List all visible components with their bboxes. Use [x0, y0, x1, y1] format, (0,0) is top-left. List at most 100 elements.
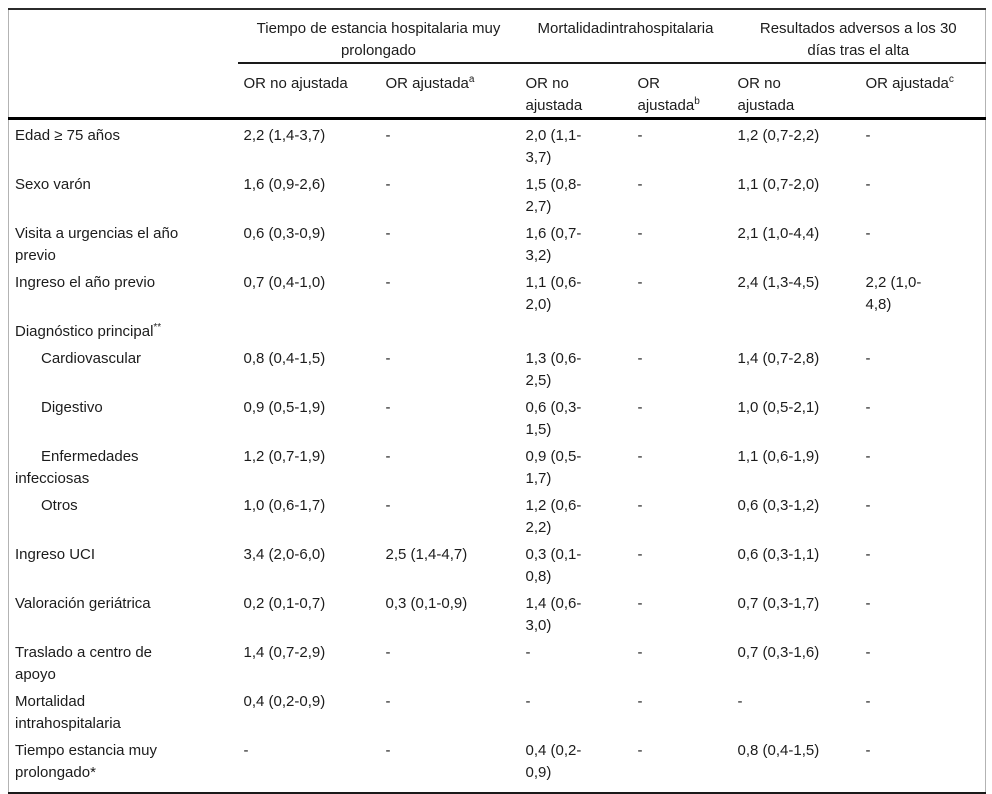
- or-value-cell: 1,1 (0,6-1,9): [737, 448, 820, 465]
- column-group-row: Tiempo de estancia hospitalaria muy prol…: [8, 9, 986, 120]
- or-value-cell: 0,3 (0,1-0,9): [385, 595, 468, 612]
- or-value-cell: 1,0 (0,6-1,7): [243, 497, 326, 514]
- or-value-cell: 1,6 (0,9-2,6): [243, 176, 326, 193]
- or-value-cell: -: [865, 399, 871, 416]
- or-value-cell: -: [637, 546, 643, 563]
- or-value-cell: 0,8 (0,4-1,5): [243, 350, 326, 367]
- table-row: Mortalidad intrahospitalaria 0,4 (0,2-0,9…: [9, 686, 986, 735]
- sub-header-row: OR no ajustada OR ajustadaa OR no ajusta…: [9, 63, 986, 120]
- or-value-cell: -: [637, 693, 643, 710]
- table-row: Digestivo 0,9 (0,5-1,9) - 0,6 (0,3- 1,5) - 1,…: [9, 392, 986, 441]
- footnote-marker-c: c: [948, 74, 954, 85]
- or-value-cell: 0,6 (0,3-1,1): [737, 546, 820, 563]
- col-header-or-ajustada-a: OR ajustadaa: [379, 63, 520, 120]
- or-value-cell: -: [865, 693, 871, 710]
- table-row: Enfermedades infecciosas 1,2 (0,7-1,9) - 0,…: [9, 441, 986, 490]
- or-value-cell: 0,9 (0,5-1,9): [243, 399, 326, 416]
- or-value-cell: -: [737, 693, 743, 710]
- or-value-cell: 3,4 (2,0-6,0): [243, 546, 326, 563]
- or-value-cell: 1,0 (0,5-2,1): [737, 399, 820, 416]
- table-row: Diagnóstico principal**: [9, 316, 986, 343]
- row-label: Diagnóstico principal**: [15, 322, 162, 341]
- row-label: Mortalidad intrahospitalaria: [15, 693, 121, 732]
- or-value-cell: -: [865, 127, 871, 144]
- col-header-or-no-ajustada-1: OR no ajustada: [237, 63, 380, 120]
- or-value-cell: -: [637, 448, 643, 465]
- footnote-marker-a: a: [468, 74, 475, 85]
- or-value-cell: -: [637, 399, 643, 416]
- or-value-cell: 0,7 (0,4-1,0): [243, 274, 326, 291]
- or-value-cell: 1,3 (0,6- 2,5): [525, 350, 582, 389]
- or-value-cell: -: [865, 497, 871, 514]
- or-value-cell: 0,2 (0,1-0,7): [243, 595, 326, 612]
- or-value-cell: -: [385, 693, 391, 710]
- or-value-cell: 0,6 (0,3-0,9): [243, 225, 326, 242]
- or-value-cell: 1,4 (0,7-2,9): [243, 644, 326, 661]
- table-row: Cardiovascular 0,8 (0,4-1,5) - 1,3 (0,6- 2,…: [9, 343, 986, 392]
- table-row: Ingreso UCI 3,4 (2,0-6,0) 2,5 (1,4-4,7) 0,3…: [9, 539, 986, 588]
- row-label: Ingreso UCI: [15, 546, 96, 563]
- row-label: Edad ≥ 75 años: [15, 127, 120, 144]
- or-value-cell: -: [865, 176, 871, 193]
- or-value-cell: 0,6 (0,3- 1,5): [525, 399, 582, 438]
- or-value-cell: 0,9 (0,5- 1,7): [525, 448, 582, 487]
- or-value-cell: 2,2 (1,4-3,7): [243, 127, 326, 144]
- row-label: Ingreso el año previo: [15, 274, 156, 291]
- table-row: Valoración geriátrica 0,2 (0,1-0,7) 0,3 (0…: [9, 588, 986, 637]
- or-value-cell: 0,8 (0,4-1,5): [737, 742, 820, 759]
- or-value-cell: -: [385, 742, 391, 759]
- or-value-cell: -: [637, 497, 643, 514]
- or-value-cell: -: [525, 644, 531, 661]
- row-label: Visita a urgencias el año previo: [15, 225, 179, 264]
- or-value-cell: -: [385, 497, 391, 514]
- table-row: Tiempo estancia muy prolongado* - - 0,4 (0,…: [9, 735, 986, 793]
- row-label: Traslado a centro de apoyo: [15, 644, 153, 683]
- or-value-cell: -: [865, 595, 871, 612]
- or-value-cell: -: [525, 693, 531, 710]
- or-value-cell: 2,4 (1,3-4,5): [737, 274, 820, 291]
- or-value-cell: [632, 316, 732, 343]
- or-value-cell: -: [243, 742, 249, 759]
- or-value-cell: 2,5 (1,4-4,7): [385, 546, 468, 563]
- corner-empty-cell: [8, 9, 238, 120]
- or-value-cell: -: [637, 225, 643, 242]
- or-value-cell: [520, 316, 632, 343]
- or-value-cell: -: [865, 448, 871, 465]
- col-header-or-no-ajustada-3: OR no ajustada: [731, 63, 860, 120]
- col-group-mortalidad-intrahospitalaria: Mortalidadintrahospitalaria: [519, 9, 732, 64]
- col-header-label: OR ajustada: [865, 75, 949, 92]
- or-value-cell: -: [637, 742, 643, 759]
- row-label: Tiempo estancia muy prolongado*: [15, 742, 158, 781]
- table-row: Otros 1,0 (0,6-1,7) - 1,2 (0,6- 2,2) - 0,6 (0…: [9, 490, 986, 539]
- col-header-label: OR ajustada: [637, 75, 695, 114]
- table-row: Traslado a centro de apoyo 1,4 (0,7-2,9) -…: [9, 637, 986, 686]
- row-label: Otros: [41, 497, 78, 514]
- or-value-cell: -: [385, 399, 391, 416]
- or-value-cell: -: [385, 448, 391, 465]
- or-value-cell: -: [865, 644, 871, 661]
- table-header: Tiempo de estancia hospitalaria muy prol…: [8, 9, 986, 120]
- or-value-cell: 1,4 (0,7-2,8): [737, 350, 820, 367]
- or-value-cell: 1,4 (0,6- 3,0): [525, 595, 582, 634]
- or-value-cell: -: [385, 644, 391, 661]
- footnote-marker-b: b: [694, 96, 700, 107]
- or-value-cell: 1,6 (0,7- 3,2): [525, 225, 582, 264]
- or-value-cell: [380, 316, 520, 343]
- adverse-outcomes-or-table: Tiempo de estancia hospitalaria muy prol…: [8, 8, 986, 794]
- col-header-label: OR no ajustada: [243, 75, 348, 92]
- row-label: Digestivo: [41, 399, 103, 416]
- col-group-resultados-adversos-30-dias: Resultados adversos a los 30 días tras e…: [731, 9, 986, 64]
- or-value-cell: -: [865, 742, 871, 759]
- or-value-cell: -: [385, 127, 391, 144]
- or-value-cell: 0,7 (0,3-1,7): [737, 595, 820, 612]
- or-value-cell: -: [637, 350, 643, 367]
- col-header-label: OR no ajustada: [737, 75, 795, 114]
- col-header-or-ajustada-b: OR ajustadab: [631, 63, 732, 120]
- row-label: Valoración geriátrica: [15, 595, 151, 612]
- or-value-cell: [860, 316, 986, 343]
- or-value-cell: 1,2 (0,7-2,2): [737, 127, 820, 144]
- table-body: Edad ≥ 75 años 2,2 (1,4-3,7) - 2,0 (1,1- 3,…: [9, 119, 986, 794]
- table-row: Edad ≥ 75 años 2,2 (1,4-3,7) - 2,0 (1,1- 3,…: [9, 119, 986, 170]
- col-header-or-no-ajustada-2: OR no ajustada: [519, 63, 632, 120]
- paper-table-region: Tiempo de estancia hospitalaria muy prol…: [8, 8, 986, 794]
